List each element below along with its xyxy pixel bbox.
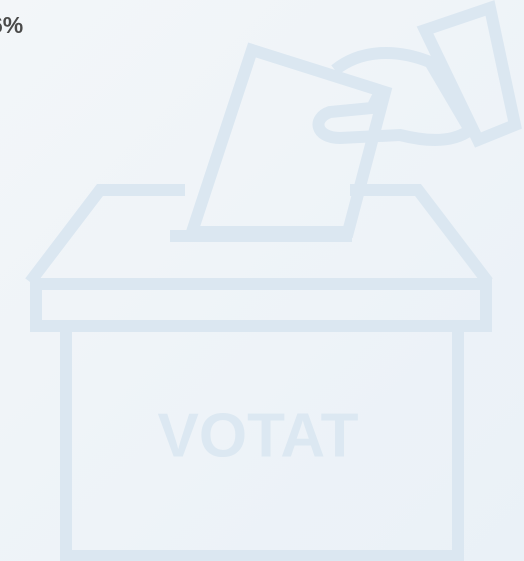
roof-right (350, 190, 488, 282)
page: VOTAT 6% (() => { const data = JSON.pars… (0, 0, 524, 561)
lid (36, 284, 486, 326)
ballot-illustration: VOTAT 6% (0, 0, 524, 561)
percentage: 6% (0, 12, 23, 38)
roof-left (30, 190, 185, 282)
box-label: VOTAT (158, 401, 359, 470)
